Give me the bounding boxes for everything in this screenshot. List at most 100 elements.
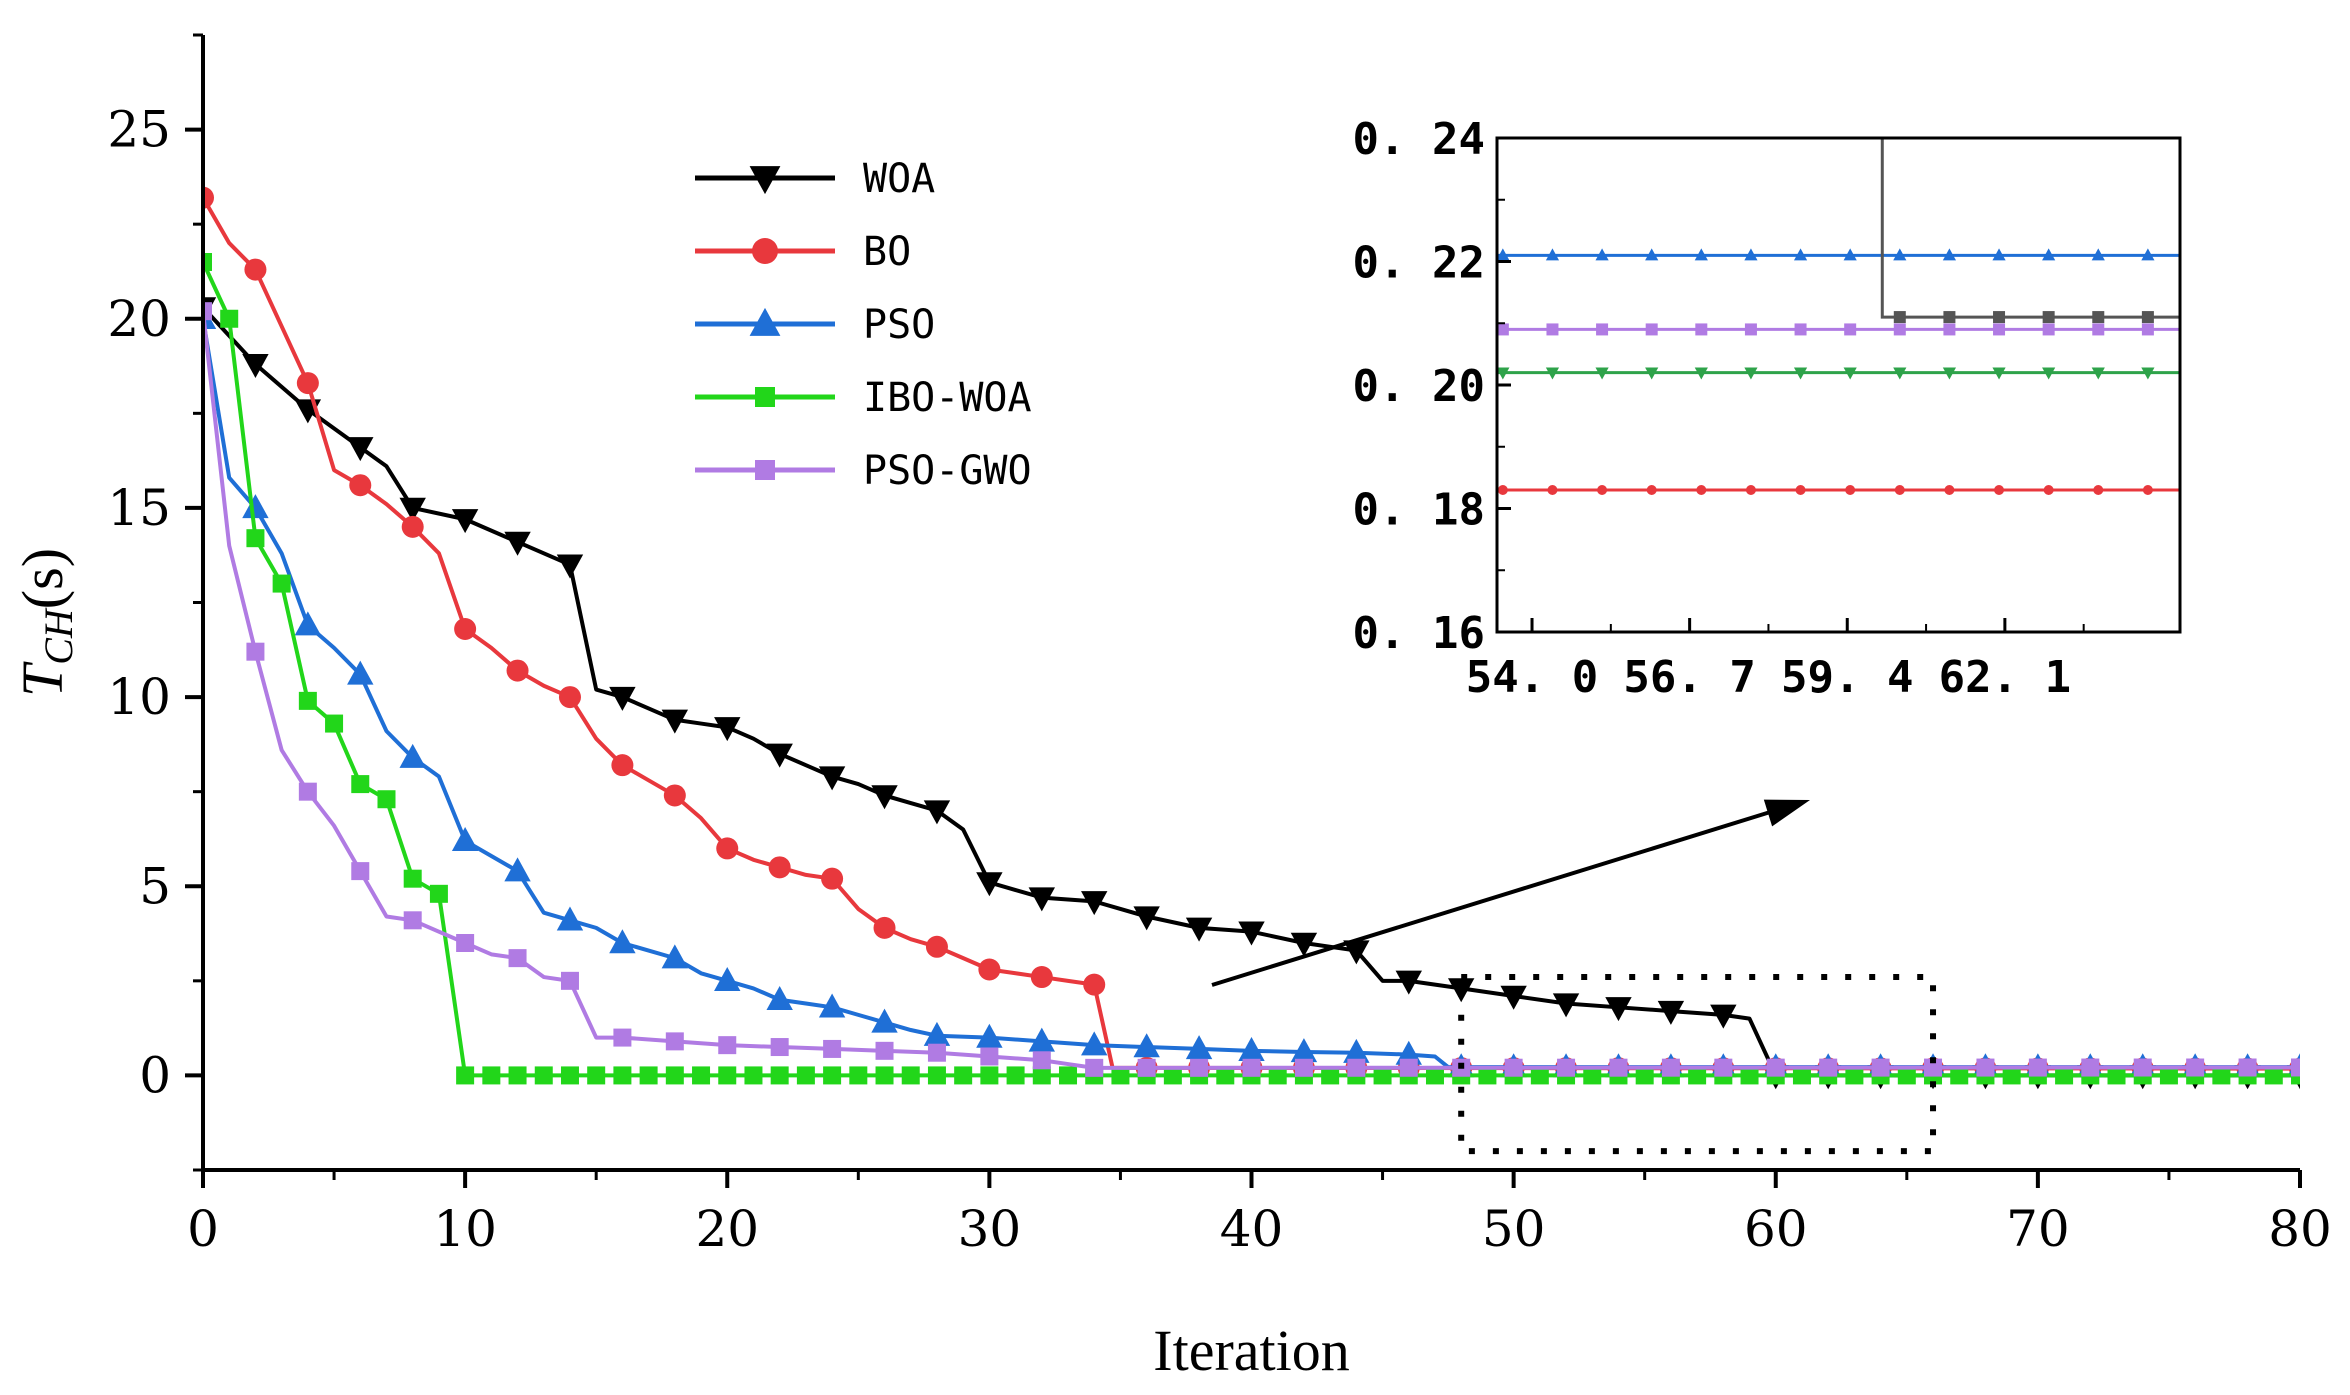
point-ibo-woa-7 (377, 790, 396, 809)
inset-point-4-59.45 (1845, 484, 1856, 495)
point-ibo-woa-10 (456, 1066, 475, 1085)
point-ibo-woa-61 (1792, 1066, 1811, 1085)
point-woa-22 (766, 743, 793, 768)
point-ibo-woa-65 (1897, 1066, 1916, 1085)
point-pso-28 (923, 1021, 951, 1046)
inset-x-tick-label-62.1: 62. 1 (1939, 652, 2071, 703)
point-ibo-woa-67 (1950, 1066, 1969, 1085)
legend-marker-bo (752, 238, 778, 264)
point-bo-12 (506, 659, 529, 682)
point-ibo-woa-5 (325, 714, 344, 733)
legend-label-pso: PSO (863, 302, 935, 348)
series-line-ibo-woa (203, 261, 2300, 1078)
point-ibo-woa-15 (587, 1066, 606, 1085)
point-ibo-woa-6 (351, 775, 370, 794)
inset-point-2-56.05 (1645, 323, 1658, 336)
y-axis-title-unit: (s) (10, 548, 75, 609)
point-ibo-woa-14 (560, 1066, 579, 1085)
inset-series-2 (1497, 323, 2180, 336)
point-bo-6 (349, 474, 372, 497)
point-pso-gwo-72 (2081, 1058, 2100, 1077)
point-pso-gwo-38 (1190, 1058, 1209, 1077)
series-line-pso-gwo (203, 310, 2300, 1070)
legend-marker-ibo-woa (755, 387, 775, 407)
inset-y-tick-label-0.18: 0. 18 (1353, 485, 1485, 536)
point-pso-gwo-20 (718, 1036, 737, 1055)
point-ibo-woa-29 (954, 1066, 973, 1085)
point-pso-40 (1238, 1037, 1265, 1062)
inset-point-4-63.70 (2093, 484, 2104, 495)
x-tick-label-50: 50 (1482, 1200, 1546, 1258)
inset-point-3-62.85 (2042, 367, 2056, 380)
inset-zoom-panel: 0. 16 0. 18 0. 20 0. 22 0. 24 54. 0 56. 7 59. 4… (1353, 114, 2182, 703)
point-bo-4 (296, 372, 319, 395)
point-woa-10 (451, 509, 479, 534)
point-ibo-woa-77 (2212, 1066, 2231, 1085)
inset-point-3-55.20 (1595, 367, 1609, 380)
point-woa-48 (1448, 978, 1475, 1003)
point-woa-56 (1657, 1000, 1685, 1025)
point-ibo-woa-17 (639, 1066, 658, 1085)
inset-point-0-62.85 (2042, 248, 2056, 261)
point-ibo-woa-27 (901, 1066, 920, 1085)
point-bo-26 (873, 916, 896, 939)
point-pso-gwo-76 (2186, 1058, 2205, 1077)
y-tick-label-0: 0 (139, 1046, 171, 1104)
point-pso-22 (766, 985, 793, 1010)
point-bo-10 (454, 617, 477, 640)
inset-point-3-59.45 (1843, 367, 1857, 380)
inset-point-2-62.85 (2042, 323, 2055, 336)
inset-point-0-60.30 (1893, 248, 1907, 261)
inset-point-4-62.00 (1994, 484, 2005, 495)
inset-x-tick-label-54: 54. 0 (1466, 652, 1598, 703)
inset-point-1-64.55 (2141, 311, 2154, 324)
point-ibo-woa-1 (220, 309, 239, 328)
point-pso-2 (242, 494, 269, 519)
point-woa-8 (399, 497, 426, 522)
point-ibo-woa-22 (770, 1066, 789, 1085)
inset-point-1-60.30 (1893, 311, 1906, 324)
point-ibo-woa-28 (927, 1066, 946, 1085)
inset-point-1-62.00 (1993, 311, 2006, 324)
point-pso-18 (661, 944, 689, 969)
point-ibo-woa-75 (2159, 1066, 2178, 1085)
point-pso-gwo-60 (1766, 1058, 1785, 1077)
point-woa-38 (1185, 917, 1213, 942)
point-pso-38 (1185, 1035, 1213, 1060)
inset-point-3-62.00 (1992, 367, 2006, 380)
point-ibo-woa-79 (2264, 1066, 2283, 1085)
y-axis-title-main: T (10, 661, 75, 697)
inset-point-0-61.15 (1942, 248, 1957, 261)
point-pso-gwo-4 (298, 782, 317, 801)
legend-item-pso-gwo: PSO-GWO (695, 448, 1032, 494)
point-pso-gwo-14 (560, 971, 579, 990)
point-bo-28 (925, 935, 948, 958)
point-woa-32 (1028, 887, 1055, 912)
x-tick-label-80: 80 (2268, 1200, 2332, 1258)
point-pso-gwo-22 (770, 1038, 789, 1057)
point-bo-24 (821, 867, 844, 890)
point-ibo-woa-18 (665, 1066, 684, 1085)
legend: WOA BO PSO IBO-WOA PSO-GWO (695, 156, 1032, 494)
point-pso-16 (609, 929, 636, 954)
point-ibo-woa-9 (429, 884, 448, 903)
point-woa-14 (556, 554, 584, 579)
inset-point-3-56.90 (1694, 367, 1708, 380)
inset-point-4-60.30 (1894, 484, 1905, 495)
point-pso-gwo-52 (1557, 1058, 1576, 1077)
point-ibo-woa-47 (1425, 1066, 1444, 1085)
point-pso-8 (399, 743, 426, 768)
point-bo-8 (401, 515, 424, 538)
inset-y-tick-label-0.22: 0. 22 (1353, 238, 1485, 289)
inset-series-0 (1497, 248, 2180, 261)
point-ibo-woa-11 (482, 1066, 501, 1085)
point-pso-gwo-54 (1609, 1058, 1628, 1077)
inset-point-0-64.55 (2141, 248, 2155, 261)
point-pso-gwo-56 (1661, 1058, 1680, 1077)
inset-point-4-64.55 (2142, 484, 2153, 495)
point-pso-gwo-32 (1032, 1051, 1051, 1070)
point-ibo-woa-25 (849, 1066, 868, 1085)
inset-point-1-63.70 (2092, 311, 2105, 324)
inset-point-2-57.75 (1744, 323, 1757, 336)
annotation-layer (1211, 799, 1937, 1155)
